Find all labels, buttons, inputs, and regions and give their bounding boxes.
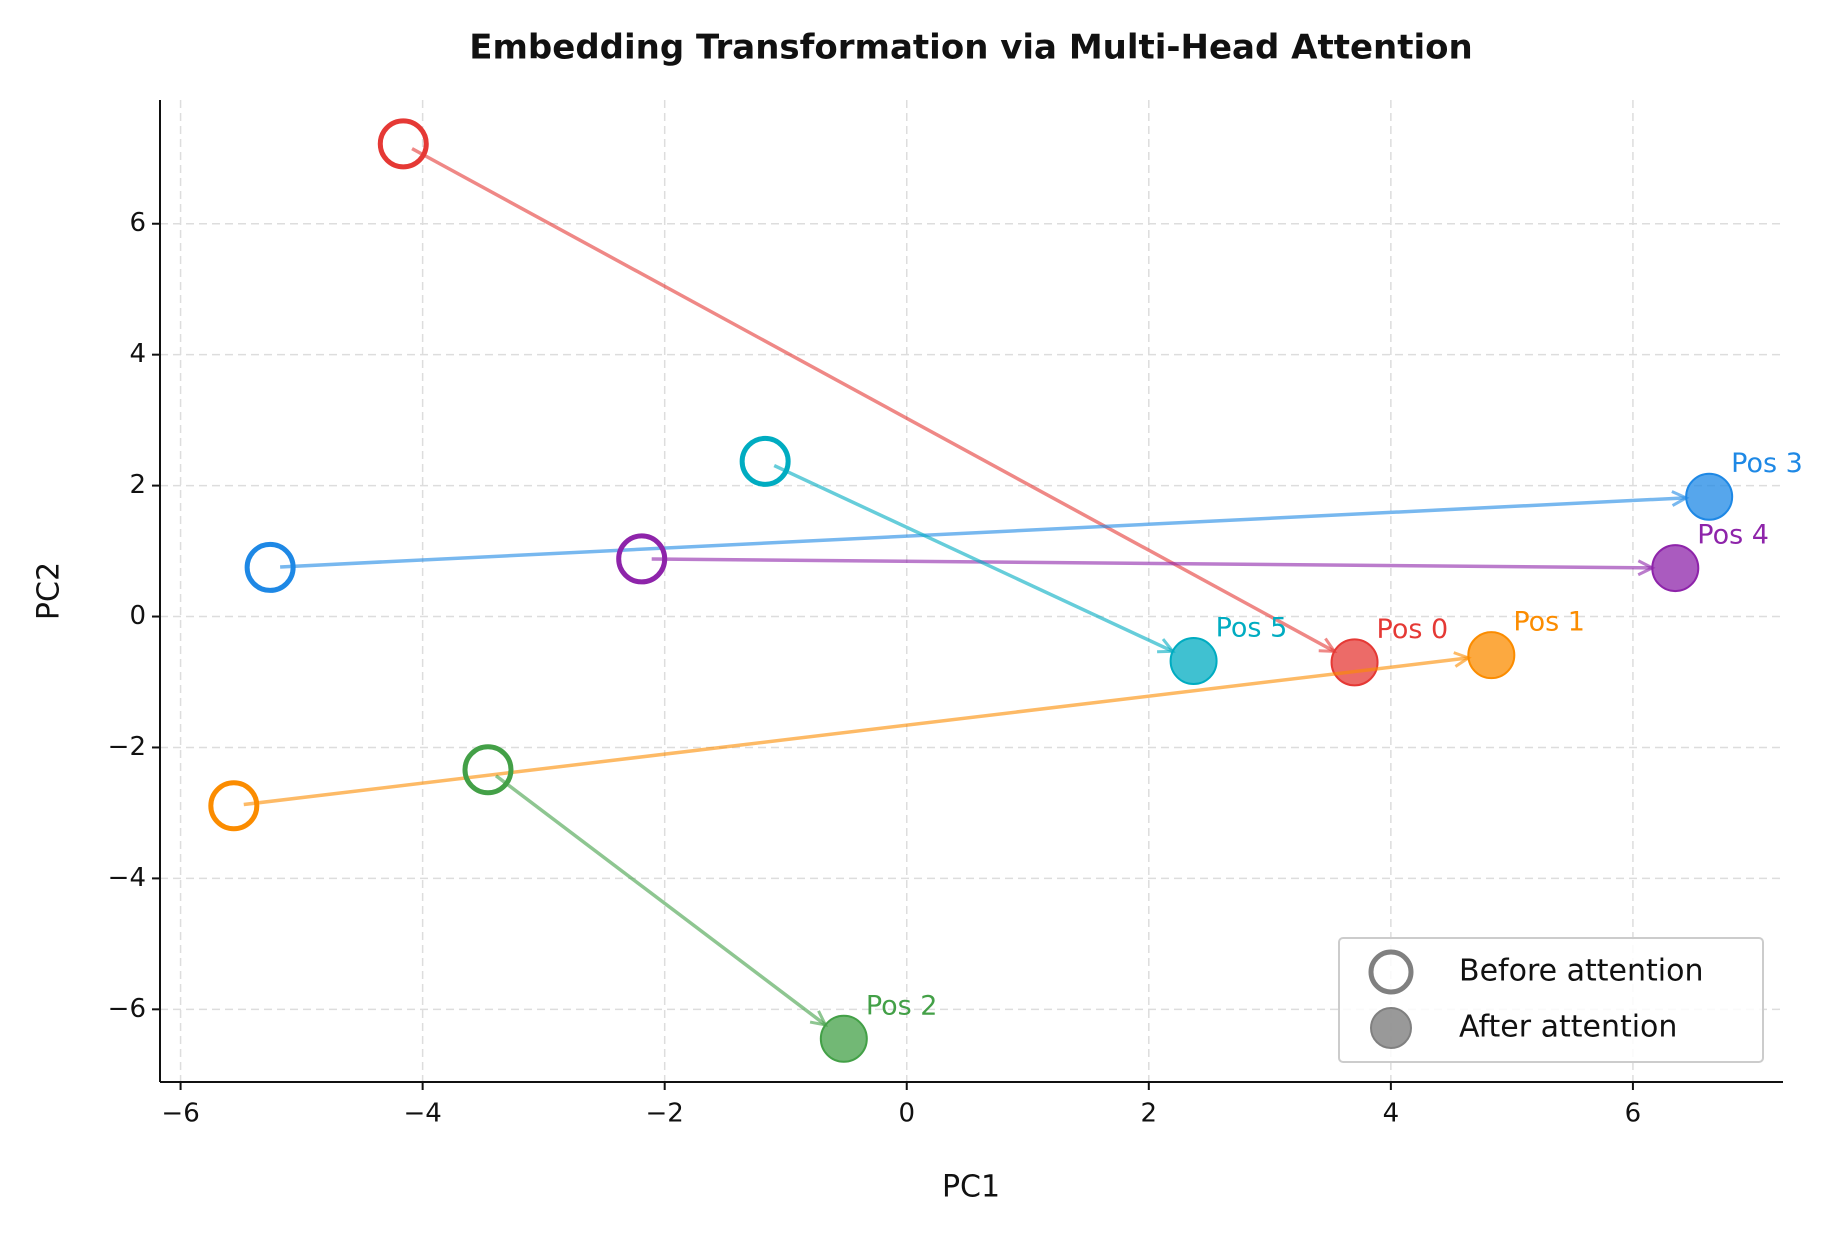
before-point <box>616 533 668 585</box>
x-tick-label: 0 <box>898 1099 915 1129</box>
x-tick-label: 6 <box>1625 1099 1642 1129</box>
after-point <box>1651 544 1700 593</box>
arrow <box>243 656 1469 807</box>
before-point <box>377 118 429 170</box>
arrow <box>773 464 1174 653</box>
y-tick-label: 6 <box>129 208 146 238</box>
point-label: Pos 3 <box>1731 448 1803 479</box>
y-tick-label: 2 <box>129 470 146 500</box>
legend-box <box>1338 937 1764 1063</box>
after-point <box>1169 637 1218 686</box>
x-tick-label: 2 <box>1141 1099 1158 1129</box>
x-tick-label: 4 <box>1383 1099 1400 1129</box>
y-tick-label: −2 <box>108 732 146 762</box>
y-axis-label: PC2 <box>32 562 67 620</box>
arrow <box>494 774 827 1027</box>
point-label: Pos 2 <box>866 990 938 1021</box>
point-label: Pos 5 <box>1216 613 1288 644</box>
chart-title: Embedding Transformation via Multi-Head … <box>469 28 1472 68</box>
x-axis-label: PC1 <box>942 1170 1000 1205</box>
legend-label: After attention <box>1459 1010 1677 1045</box>
after-point <box>1330 638 1379 687</box>
before-point <box>244 541 296 593</box>
arrow <box>651 557 1653 570</box>
point-label: Pos 1 <box>1513 607 1585 638</box>
y-tick-label: 0 <box>129 601 146 631</box>
before-point <box>462 744 514 796</box>
y-tick-label: 4 <box>129 339 146 369</box>
legend-label: Before attention <box>1459 954 1703 989</box>
arrow <box>280 496 1687 569</box>
x-tick-label: −6 <box>161 1099 199 1129</box>
legend-marker <box>1368 949 1414 995</box>
after-point <box>1467 631 1516 680</box>
y-tick-label: −6 <box>108 994 146 1024</box>
point-label: Pos 4 <box>1697 520 1769 551</box>
before-point <box>208 780 260 832</box>
before-point <box>739 435 791 487</box>
y-tick-label: −4 <box>108 863 146 893</box>
x-tick-label: −4 <box>403 1099 441 1129</box>
x-tick-label: −2 <box>646 1099 684 1129</box>
after-point <box>819 1014 868 1063</box>
arrow <box>411 147 1336 653</box>
point-label: Pos 0 <box>1377 614 1449 645</box>
legend-marker <box>1370 1007 1412 1049</box>
after-point <box>1685 472 1734 521</box>
